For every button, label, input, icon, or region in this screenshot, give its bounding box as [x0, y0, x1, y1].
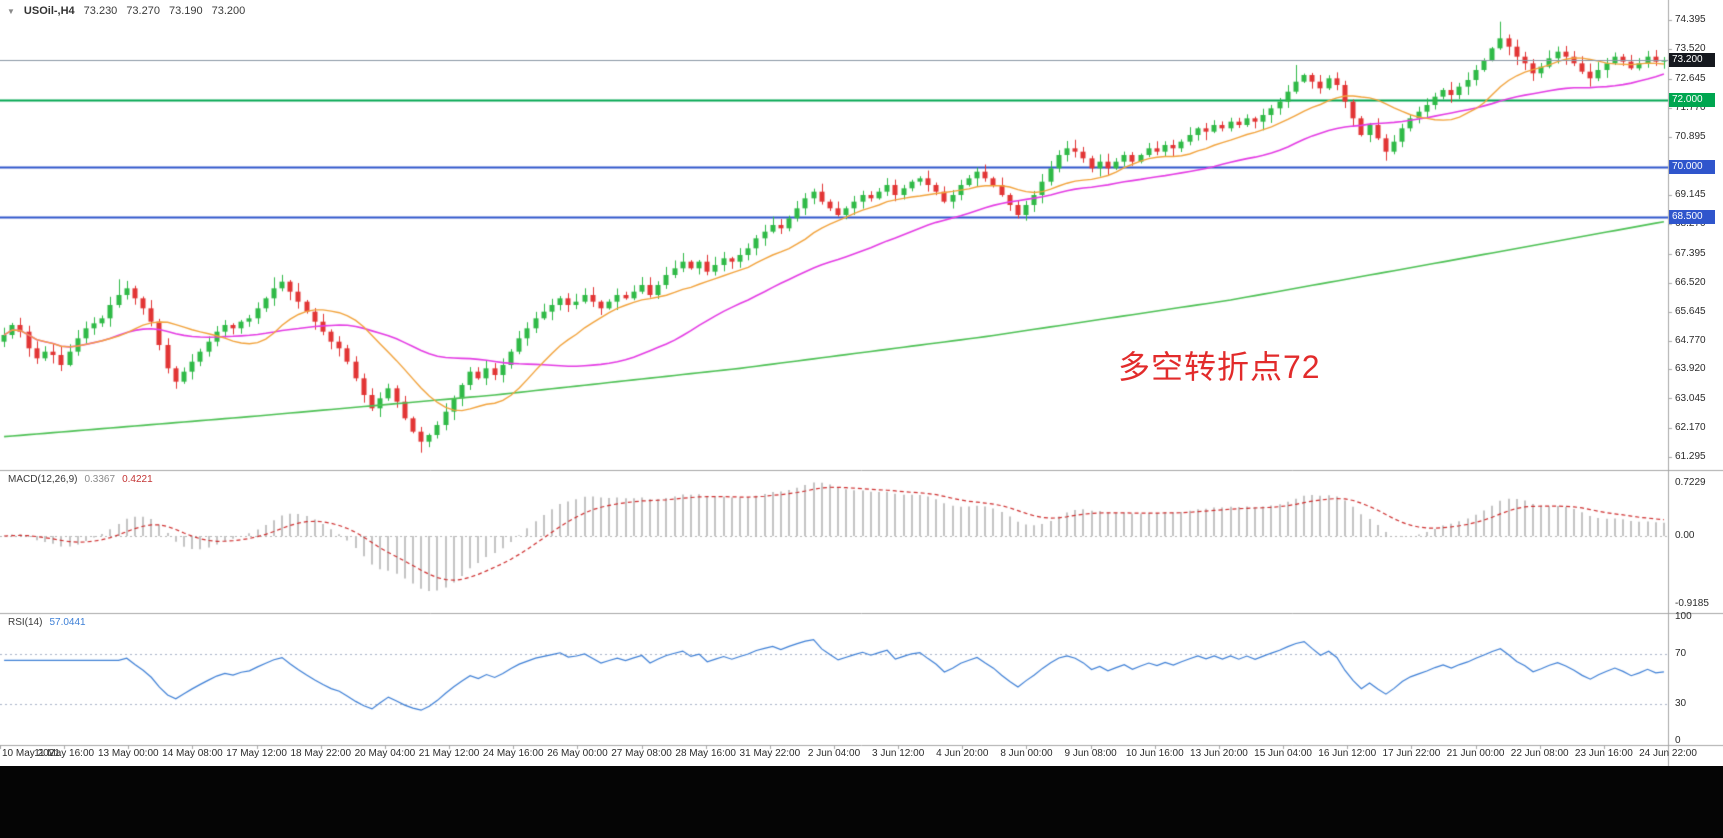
ohlc-open: 73.230	[83, 5, 118, 17]
ohlc-high: 73.270	[126, 5, 160, 17]
rsi-name: RSI(14)	[8, 617, 43, 628]
macd-axis-label: 0.7229	[1675, 476, 1706, 488]
time-axis-label: 10 Jun 16:00	[1125, 748, 1184, 759]
time-axis-label: 31 May 22:00	[739, 748, 801, 759]
rsi-axis-label: 30	[1675, 697, 1687, 709]
time-axis[interactable]: 10 May 2021 11 May 16:00 13 May 00:00 14 Ma…	[0, 748, 1723, 764]
macd-indicator-label: MACD(12,26,9) 0.3367 0.4221	[8, 474, 153, 485]
price-badge-73.200: 73.200	[1669, 53, 1715, 67]
price-tick-label: 61.295	[1675, 450, 1706, 462]
time-axis-label: 14 May 08:00	[162, 748, 223, 759]
price-tick-label: 67.395	[1675, 247, 1706, 259]
price-tick-label: 68.270	[1675, 218, 1706, 230]
chart-canvas[interactable]	[0, 0, 1723, 766]
macd-name: MACD(12,26,9)	[8, 474, 78, 485]
macd-main-value: 0.3367	[84, 474, 116, 485]
time-axis-label: 4 Jun 20:00	[936, 748, 989, 759]
symbol-period-label: USOil-,H4	[23, 5, 75, 17]
time-axis-label: 20 May 04:00	[354, 748, 416, 759]
rsi-axis-label: 100	[1675, 611, 1692, 622]
price-badge-68.500: 68.500	[1669, 209, 1715, 224]
rsi-value: 57.0441	[49, 617, 86, 628]
price-tick-label: 73.520	[1675, 43, 1706, 55]
price-tick-label: 72.645	[1675, 72, 1706, 84]
rsi-indicator-label: RSI(14) 57.0441	[8, 617, 86, 628]
ohlc-low: 73.190	[168, 5, 203, 17]
time-axis-label: 8 Jun 00:00	[1000, 748, 1053, 759]
rsi-axis-label: 70	[1675, 648, 1687, 660]
time-axis-label: 13 Jun 20:00	[1190, 748, 1248, 759]
price-tick-label: 62.170	[1675, 421, 1706, 433]
collapse-chart-icon[interactable]: ▼	[7, 6, 15, 16]
rsi-axis-label: 0	[1675, 735, 1681, 746]
price-tick-label: 69.145	[1675, 189, 1706, 201]
time-axis-label: 2 Jun 04:00	[807, 748, 861, 759]
time-axis-label: 23 Jun 16:00	[1574, 748, 1633, 759]
time-axis-label: 3 Jun 12:00	[872, 748, 925, 759]
bottom-bar	[0, 766, 1723, 838]
time-axis-label: 21 May 12:00	[418, 748, 480, 759]
price-tick-label: 63.920	[1675, 363, 1706, 375]
macd-axis-label: 0.00	[1675, 530, 1695, 541]
time-axis-label: 22 Jun 08:00	[1510, 748, 1569, 759]
price-axis[interactable]: 74.395 73.520 72.645 71.770 70.895 69.145 68.2…	[1668, 0, 1723, 766]
time-axis-label: 13 May 00:00	[97, 748, 159, 759]
time-axis-label: 17 May 12:00	[226, 748, 287, 759]
ohlc-close: 73.200	[211, 5, 246, 17]
time-axis-label: 24 May 16:00	[482, 748, 544, 759]
time-axis-label: 15 Jun 04:00	[1254, 748, 1312, 759]
symbol-ohlc-bar: ▼ USOil-,H4 73.230 73.270 73.190 73.200	[7, 5, 245, 17]
macd-signal-value: 0.4221	[122, 474, 153, 485]
time-axis-label: 27 May 08:00	[611, 748, 672, 759]
price-tick-label: 63.045	[1675, 392, 1706, 404]
price-tick-label: 70.895	[1675, 130, 1706, 142]
time-axis-label: 21 Jun 00:00	[1446, 748, 1505, 759]
time-axis-label: 11 May 16:00	[34, 748, 95, 759]
price-tick-label: 71.770	[1675, 101, 1706, 113]
time-axis-label: 16 Jun 12:00	[1318, 748, 1377, 759]
time-axis-label: 10 May 2021	[2, 748, 60, 759]
price-tick-label: 66.520	[1675, 276, 1706, 288]
price-tick-label: 74.395	[1675, 14, 1706, 26]
time-axis-label: 18 May 22:00	[290, 748, 352, 759]
annotation-text: 多空转折点72	[1118, 349, 1321, 385]
price-badge-70.000: 70.000	[1669, 159, 1715, 174]
macd-axis-label: -0.9185	[1675, 597, 1709, 609]
time-axis-label: 9 Jun 08:00	[1064, 748, 1117, 759]
time-axis-label: 28 May 16:00	[675, 748, 736, 759]
time-axis-label: 24 Jun 22:00	[1639, 748, 1697, 759]
time-axis-label: 17 Jun 22:00	[1382, 748, 1441, 759]
time-axis-label: 26 May 00:00	[547, 748, 608, 759]
price-tick-label: 64.770	[1675, 335, 1706, 346]
price-badge-72.000: 72.000	[1669, 93, 1715, 107]
price-tick-label: 65.645	[1675, 305, 1706, 317]
